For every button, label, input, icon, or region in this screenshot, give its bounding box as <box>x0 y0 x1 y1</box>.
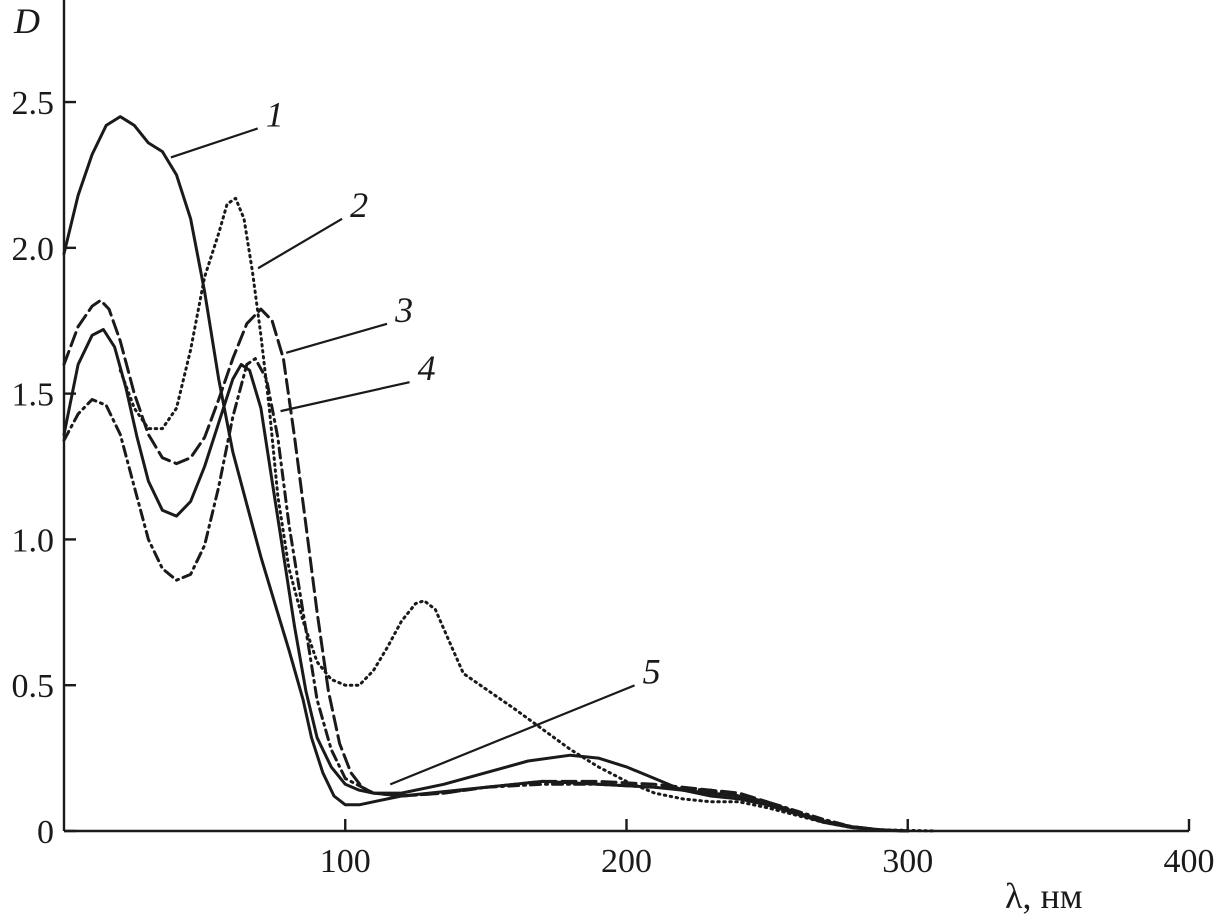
series-5-label: 5 <box>643 651 661 691</box>
y-tick-label: 2.5 <box>12 85 55 122</box>
series-2-leader-line <box>257 217 343 270</box>
x-tick-label: 400 <box>1164 843 1215 880</box>
y-tick-label: 0.5 <box>12 668 55 705</box>
x-tick-label: 200 <box>601 843 652 880</box>
series-1-label: 1 <box>266 94 284 134</box>
series-5-leader-line <box>389 684 635 786</box>
series-2-line <box>118 196 938 833</box>
series-5-line <box>62 328 910 833</box>
x-axis-label: λ, нм <box>1005 876 1083 916</box>
x-tick-label: 100 <box>320 843 371 880</box>
y-axis-label: D <box>13 1 40 41</box>
y-tick-label: 1.5 <box>12 377 55 414</box>
y-tick-label: 0 <box>37 814 54 851</box>
series-3-leader-line <box>285 322 388 354</box>
series-layer <box>62 115 938 833</box>
series-1-line <box>62 115 910 833</box>
axes <box>62 0 1189 833</box>
x-tick-label: 300 <box>882 843 933 880</box>
series-1-leader-line <box>170 127 259 159</box>
series-4-leader-line <box>280 381 410 413</box>
series-4-label: 4 <box>418 348 436 388</box>
y-tick-label: 2.0 <box>12 231 55 268</box>
series-3-line <box>62 298 910 833</box>
ticks: 100 200 300 400 0 0.5 1.0 1.5 2.0 2.5 <box>12 85 1215 880</box>
series-3-label: 3 <box>394 290 413 330</box>
curve-labels: 1 2 34 5 <box>170 94 661 786</box>
series-2-label: 2 <box>350 185 368 225</box>
y-tick-label: 1.0 <box>12 522 55 559</box>
series-4-line <box>62 357 910 833</box>
